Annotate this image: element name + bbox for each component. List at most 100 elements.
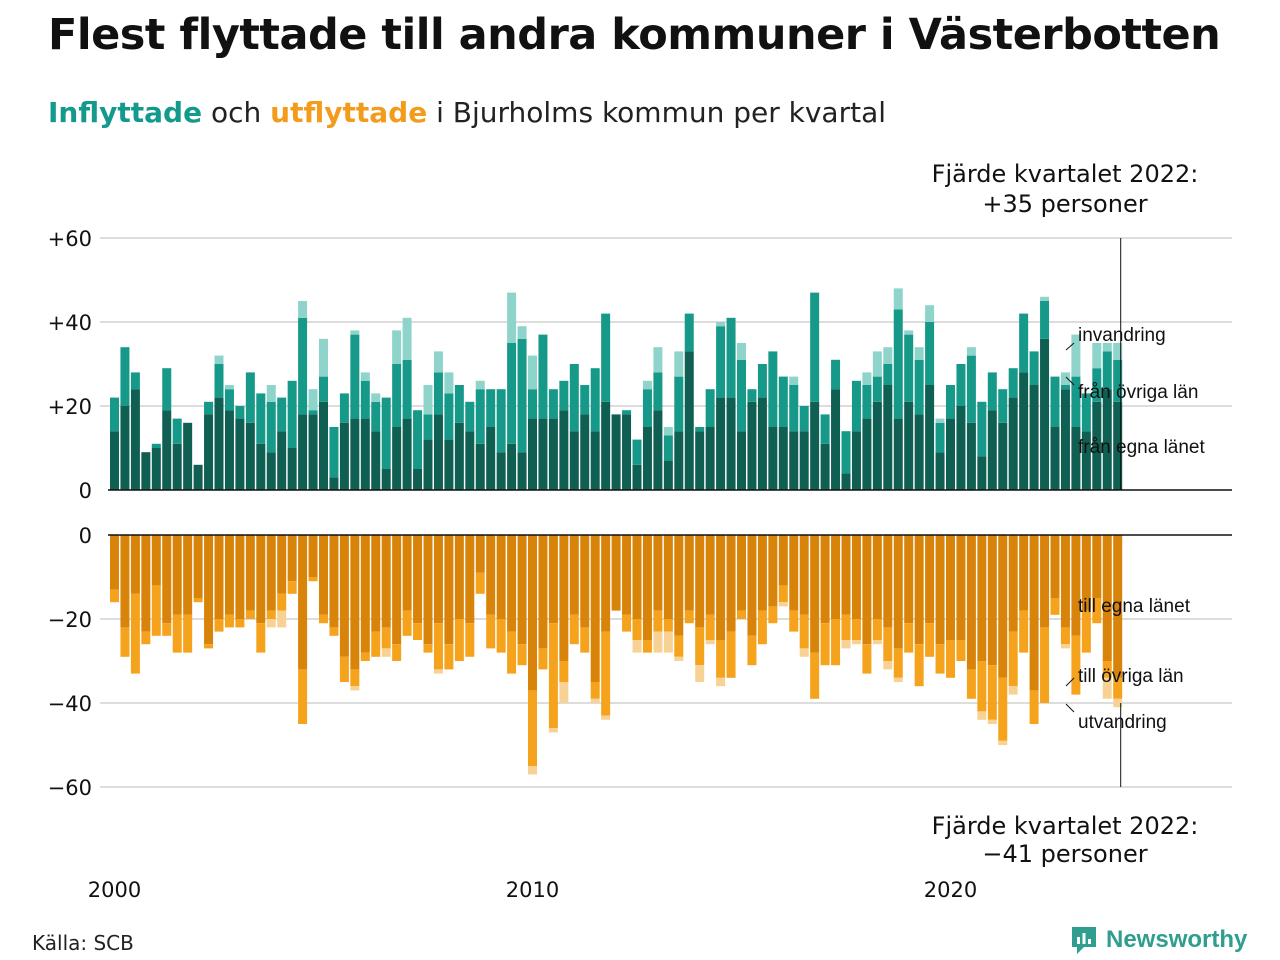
- inflow-immigration-bar: [893, 288, 903, 310]
- outflow-own-bar: [392, 535, 402, 645]
- inflow-own-bar: [360, 418, 370, 490]
- inflow-own-bar: [831, 389, 841, 490]
- outflow-other-bar: [308, 577, 318, 582]
- bottom-y-tick-label: −40: [48, 692, 92, 716]
- inflow-other-bar: [423, 414, 433, 440]
- outflow-own-bar: [946, 535, 955, 640]
- inflow-immigration-bar: [862, 372, 872, 385]
- inflow-own-bar: [266, 452, 276, 490]
- inflow-own-bar: [204, 414, 214, 490]
- outflow-own-bar: [1113, 535, 1123, 678]
- inflow-other-bar: [1071, 376, 1081, 427]
- outflow-own-bar: [486, 535, 496, 615]
- outflow-own-bar: [151, 535, 161, 586]
- inflow-other-bar: [371, 401, 381, 432]
- inflow-own-bar: [569, 431, 579, 490]
- outflow-own-bar: [778, 535, 788, 586]
- outflow-own-bar: [737, 535, 746, 611]
- outflow-emigration-bar: [1008, 686, 1018, 695]
- outflow-own-bar: [329, 535, 339, 628]
- inflow-immigration-bar: [392, 330, 402, 364]
- series-label-fran-ovriga-lan: från övriga län: [1078, 382, 1198, 403]
- inflow-own-bar: [433, 414, 443, 490]
- inflow-immigration-bar: [224, 385, 234, 390]
- outflow-own-bar: [360, 535, 370, 653]
- outflow-own-bar: [956, 535, 966, 640]
- inflow-other-bar: [904, 334, 914, 402]
- outflow-other-bar: [1092, 598, 1102, 624]
- outflow-emigration-bar: [799, 648, 809, 657]
- inflow-other-bar: [224, 389, 234, 411]
- outflow-other-bar: [413, 623, 423, 640]
- inflow-own-bar: [224, 410, 234, 490]
- outflow-own-bar: [559, 535, 569, 661]
- inflow-other-bar: [705, 389, 715, 427]
- inflow-own-bar: [611, 414, 621, 490]
- inflow-own-bar: [214, 397, 224, 490]
- inflow-other-bar: [977, 401, 987, 457]
- inflow-own-bar: [1019, 372, 1029, 490]
- series-label-invandring: invandring: [1078, 325, 1166, 346]
- outflow-own-bar: [548, 535, 558, 624]
- outflow-other-bar: [966, 669, 976, 699]
- outflow-other-bar: [162, 623, 172, 636]
- outflow-own-bar: [998, 535, 1008, 678]
- top-annotation-line1: Fjärde kvartalet 2022:: [932, 160, 1199, 188]
- inflow-own-bar: [925, 385, 935, 490]
- outflow-emigration-bar: [893, 677, 903, 682]
- inflow-other-bar: [789, 385, 799, 432]
- inflow-immigration-bar: [444, 372, 454, 394]
- inflow-own-bar: [402, 418, 412, 490]
- source-note: Källa: SCB: [32, 931, 134, 955]
- outflow-other-bar: [768, 606, 778, 624]
- inflow-other-bar: [350, 334, 360, 419]
- outflow-other-bar: [695, 627, 705, 666]
- inflow-own-bar: [1050, 427, 1060, 490]
- inflow-own-bar: [339, 422, 349, 490]
- inflow-other-bar: [810, 292, 820, 402]
- inflow-other-bar: [726, 317, 736, 398]
- outflow-other-bar: [256, 623, 266, 653]
- newsworthy-logo: Newsworthy: [1070, 925, 1247, 955]
- outflow-own-bar: [507, 535, 517, 632]
- outflow-other-bar: [851, 619, 861, 640]
- top-y-tick-label: 0: [79, 479, 92, 503]
- inflow-own-bar: [601, 401, 611, 490]
- chart-subtitle: Inflyttade och utflyttade i Bjurholms ko…: [48, 96, 886, 129]
- outflow-own-bar: [789, 535, 799, 611]
- outflow-other-bar: [538, 648, 548, 670]
- outflow-own-bar: [1050, 535, 1060, 598]
- inflow-other-bar: [559, 380, 569, 411]
- outflow-own-bar: [433, 535, 443, 624]
- inflow-own-bar: [862, 418, 872, 490]
- outflow-other-bar: [799, 614, 809, 649]
- outflow-other-bar: [507, 631, 517, 674]
- inflow-other-bar: [266, 401, 276, 453]
- inflow-other-bar: [737, 359, 746, 432]
- inflow-immigration-bar: [528, 355, 537, 390]
- inflow-own-bar: [256, 443, 266, 490]
- outflow-own-bar: [496, 535, 506, 619]
- inflow-own-bar: [548, 418, 558, 490]
- outflow-other-bar: [528, 690, 537, 766]
- outflow-own-bar: [810, 535, 820, 653]
- outflow-own-bar: [339, 535, 349, 657]
- series-label-till-egna-lanet: till egna länet: [1078, 596, 1191, 617]
- inflow-other-bar: [998, 389, 1008, 423]
- inflow-other-bar: [392, 364, 402, 427]
- inflow-other-bar: [674, 376, 684, 432]
- inflow-own-bar: [810, 401, 820, 490]
- inflow-other-bar: [622, 410, 632, 415]
- outflow-other-bar: [956, 640, 966, 661]
- inflow-own-bar: [695, 431, 705, 490]
- outflow-emigration-bar: [548, 728, 558, 733]
- inflow-other-bar: [1081, 393, 1091, 432]
- outflow-emigration-bar: [695, 665, 705, 682]
- inflow-other-bar: [768, 351, 778, 427]
- inflow-immigration-bar: [433, 351, 443, 373]
- inflow-immigration-bar: [507, 292, 517, 343]
- outflow-other-bar: [569, 614, 579, 645]
- outflow-other-bar: [789, 610, 799, 632]
- inflow-other-bar: [496, 389, 506, 453]
- outflow-emigration-bar: [277, 610, 287, 628]
